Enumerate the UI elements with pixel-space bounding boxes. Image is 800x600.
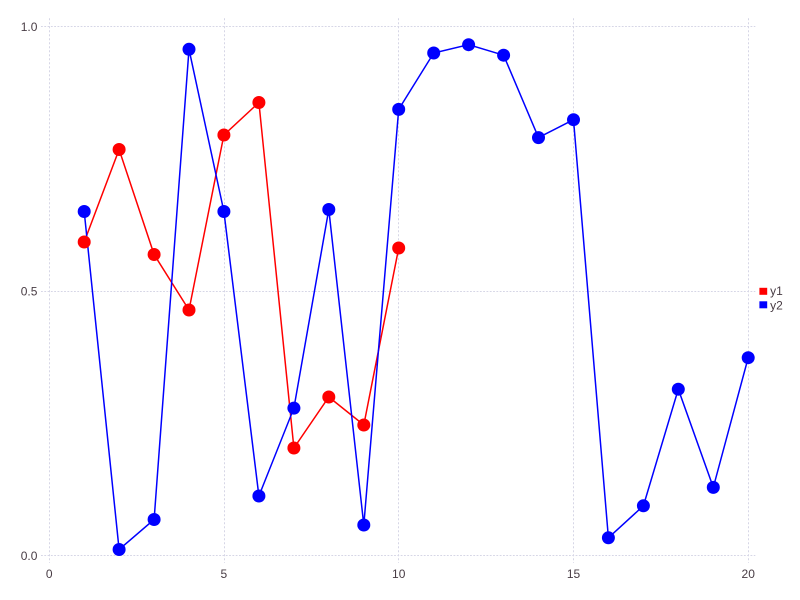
svg-text:15: 15 xyxy=(567,567,581,581)
svg-text:y2: y2 xyxy=(770,298,783,312)
svg-text:0.5: 0.5 xyxy=(21,285,38,299)
svg-text:20: 20 xyxy=(742,567,756,581)
svg-text:0: 0 xyxy=(46,567,53,581)
svg-text:0.0: 0.0 xyxy=(21,549,38,563)
svg-text:y1: y1 xyxy=(770,284,783,298)
svg-text:1.0: 1.0 xyxy=(21,20,38,34)
svg-text:5: 5 xyxy=(221,567,228,581)
svg-text:10: 10 xyxy=(392,567,406,581)
